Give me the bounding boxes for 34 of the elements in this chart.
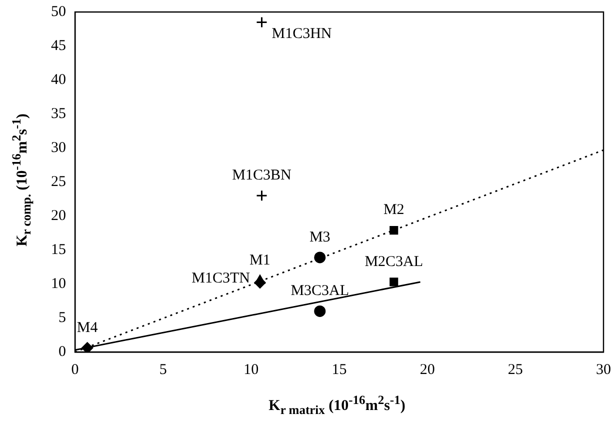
series-label: M3C3AL [290, 283, 350, 300]
text: K$_{r matrix}$ (10$^{-16}$m$^{2}$s$^{-1}$) [268, 393, 406, 417]
y-tick-label: 30 [51, 140, 66, 156]
point [314, 305, 326, 317]
y-tick-label: 25 [51, 174, 66, 190]
y-tick-label: 50 [51, 4, 66, 20]
y-tick-label: 0 [58, 344, 66, 360]
x-tick-label: 10 [244, 362, 259, 378]
y-tick-label: 15 [51, 242, 66, 258]
x-tick-label: 15 [332, 362, 347, 378]
series-label: M2 [383, 202, 404, 218]
point [314, 252, 326, 264]
y-tick-label: 45 [51, 38, 66, 54]
x-tick-label: 25 [508, 362, 523, 378]
series-label: M4 [76, 320, 98, 336]
point [390, 278, 398, 286]
point [256, 190, 268, 202]
y-tick-label: 5 [58, 310, 66, 326]
y-tick-label: 35 [51, 106, 66, 122]
series-label: M2C3AL [364, 254, 424, 270]
y-tick-label: 20 [51, 208, 66, 224]
y-tick-label: 40 [51, 72, 66, 88]
series-label: M3 [309, 229, 330, 246]
series-label: M1C3TN [192, 270, 250, 287]
point [390, 226, 398, 235]
x-tick-label: 30 [596, 362, 611, 378]
point [256, 16, 268, 28]
series-label: M1C3HN [272, 26, 332, 42]
series-label: M1 [250, 252, 270, 269]
x-tick-label: 5 [159, 362, 167, 378]
series-label: M1C3BN [232, 168, 292, 184]
x-tick-label: 20 [420, 362, 435, 378]
x-tick-label: 0 [71, 362, 79, 378]
y-tick-label: 10 [51, 276, 66, 292]
